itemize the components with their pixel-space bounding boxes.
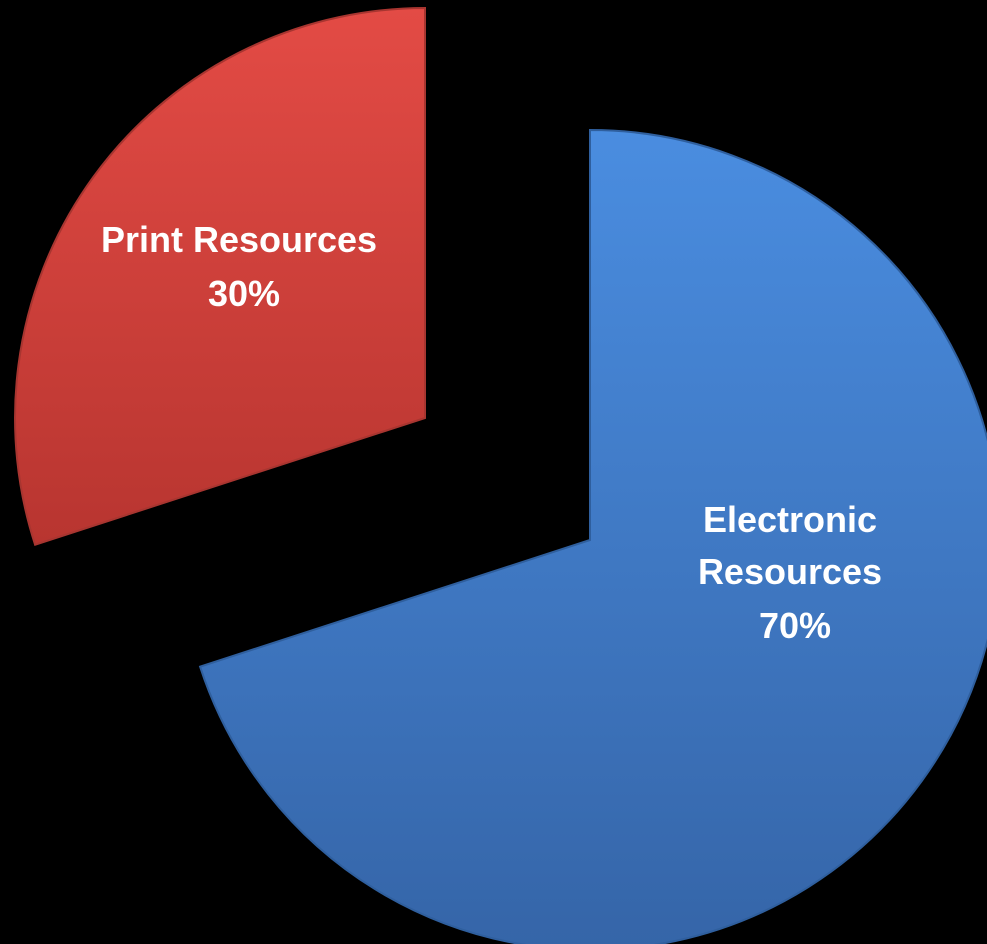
slice-label-electronic-line-2: Resources bbox=[698, 551, 882, 592]
slice-value-electronic-resources: 70% bbox=[759, 605, 831, 646]
slice-label-print-resources: Print Resources 30% bbox=[101, 219, 387, 314]
slice-label-print-line-1: Print Resources bbox=[101, 219, 377, 260]
pie-slice-electronic-resources bbox=[198, 128, 987, 944]
slice-value-print-resources: 30% bbox=[208, 273, 280, 314]
pie-slice-print-resources bbox=[14, 6, 426, 546]
slice-label-electronic-resources: Electronic Resources 70% bbox=[698, 499, 892, 646]
slice-label-electronic-line-1: Electronic bbox=[703, 499, 877, 540]
